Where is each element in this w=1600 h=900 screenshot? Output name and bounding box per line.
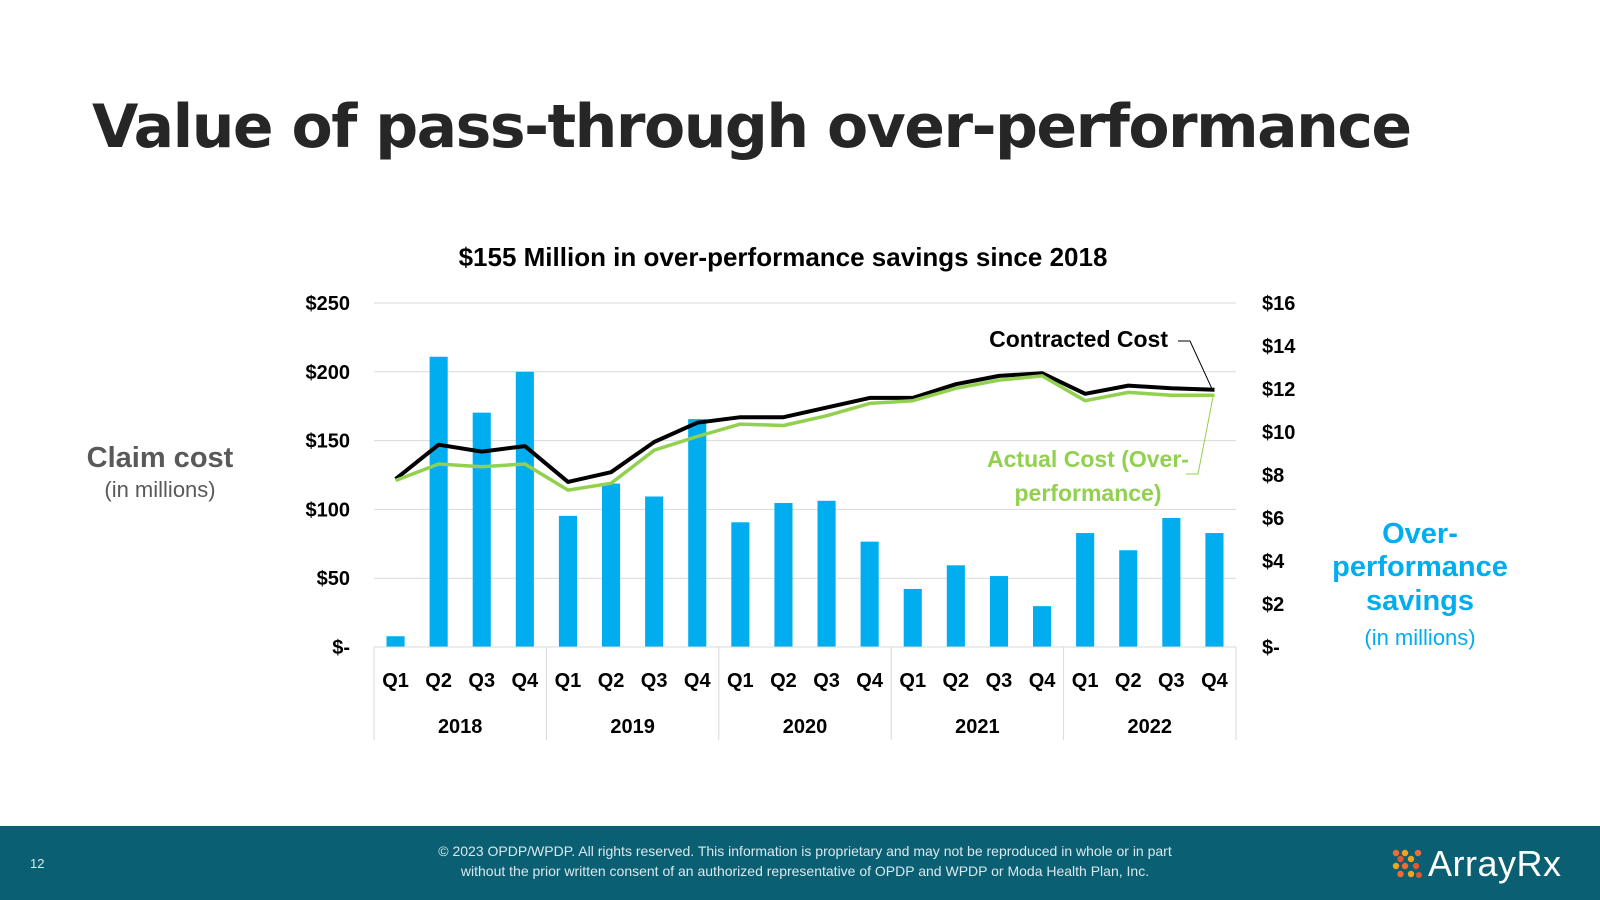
- quarter-label: Q4: [856, 670, 884, 692]
- left-tick-label: $150: [306, 431, 351, 453]
- page-number: 12: [30, 856, 45, 871]
- year-label: 2020: [783, 716, 828, 738]
- savings-bar: [601, 483, 621, 647]
- quarter-label: Q2: [425, 670, 452, 692]
- chart-title: $155 Million in over-performance savings…: [459, 242, 1108, 272]
- left-axis-label: Claim cost: [86, 442, 234, 474]
- quarter-label: Q2: [598, 670, 625, 692]
- quarter-label: Q3: [986, 670, 1013, 692]
- right-axis-title: Over- performance savings (in millions): [1300, 518, 1540, 652]
- savings-bar: [688, 419, 707, 647]
- left-tick-label: $100: [306, 499, 351, 521]
- right-tick-label: $-: [1262, 637, 1280, 659]
- savings-bar: [558, 515, 578, 647]
- savings-bar: [645, 496, 664, 647]
- right-tick-label: $16: [1262, 293, 1295, 315]
- savings-bar: [472, 412, 491, 647]
- right-axis-label-line3: savings: [1366, 584, 1474, 617]
- copyright-notice: © 2023 OPDP/WPDP. All rights reserved. T…: [330, 841, 1280, 882]
- savings-bar: [1162, 518, 1181, 647]
- savings-bar: [1119, 550, 1138, 647]
- quarter-label: Q4: [684, 670, 712, 692]
- cost-lines: [394, 371, 1215, 492]
- savings-bar: [946, 565, 965, 647]
- year-label: 2019: [610, 716, 655, 738]
- arrayrx-logo-text: ArrayRx: [1428, 843, 1562, 884]
- left-tick-label: $250: [306, 293, 351, 315]
- savings-bar: [515, 371, 534, 647]
- left-axis-sublabel: (in millions): [104, 477, 216, 503]
- right-tick-label: $2: [1262, 594, 1284, 616]
- right-tick-label: $12: [1262, 379, 1295, 401]
- savings-bar: [429, 356, 448, 647]
- right-axis-label-line1: Over-: [1382, 518, 1458, 550]
- right-tick-label: $6: [1262, 508, 1284, 530]
- arrayrx-logo-icon: [1392, 849, 1422, 878]
- arrayrx-logo: ArrayRx: [1392, 843, 1562, 884]
- quarter-label: Q3: [468, 670, 495, 692]
- quarter-label: Q3: [813, 670, 840, 692]
- right-axis-label: Over- performance savings: [1300, 518, 1540, 618]
- right-axis: $- $2 $4 $6 $8 $10 $12 $14 $16: [1262, 293, 1296, 659]
- savings-bar: [1205, 533, 1224, 647]
- savings-bar: [860, 541, 879, 647]
- year-label: 2022: [1128, 716, 1173, 738]
- copyright-line-2: without the prior written consent of an …: [460, 863, 1150, 880]
- actual-cost-line: [394, 374, 1215, 492]
- actual-cost-label-line2: performance): [1015, 480, 1162, 506]
- quarter-label: Q2: [770, 670, 797, 692]
- year-label: 2018: [438, 716, 483, 738]
- actual-cost-leader-line: [1186, 396, 1214, 475]
- x-axis: Q1 Q2 Q3 Q4 Q1 Q2 Q3 Q4 Q1 Q2 Q3 Q4 Q1 Q2 Q3 Q4 Q1 Q2 Q3 Q4…: [373, 646, 1237, 740]
- savings-bar: [774, 502, 793, 647]
- quarter-label: Q2: [1115, 670, 1142, 692]
- quarter-label: Q4: [1029, 670, 1057, 692]
- left-tick-label: $-: [332, 637, 350, 659]
- footer-bar: 12 © 2023 OPDP/WPDP. All rights reserved…: [0, 826, 1600, 900]
- left-axis-title: Claim cost (in millions): [60, 440, 260, 504]
- right-tick-label: $14: [1262, 336, 1296, 358]
- right-axis-label-line2: performance: [1332, 551, 1508, 584]
- savings-bar: [386, 636, 405, 647]
- quarter-label: Q1: [382, 670, 409, 692]
- left-axis: $- $50 $100 $150 $200 $250: [306, 293, 351, 659]
- actual-cost-label-line1: Actual Cost (Over-: [987, 446, 1189, 472]
- quarter-label: Q4: [1201, 670, 1229, 692]
- contracted-cost-line: [394, 371, 1215, 484]
- quarter-label: Q1: [727, 670, 754, 692]
- left-tick-label: $50: [317, 568, 350, 590]
- quarter-label: Q1: [1072, 670, 1099, 692]
- quarter-label: Q1: [899, 670, 926, 692]
- savings-bar: [989, 576, 1009, 647]
- quarter-label: Q2: [943, 670, 970, 692]
- quarter-label: Q3: [1158, 670, 1185, 692]
- contracted-cost-label: Contracted Cost: [989, 326, 1168, 352]
- savings-bar: [731, 522, 750, 647]
- savings-bar: [1076, 533, 1095, 647]
- right-axis-sublabel: (in millions): [1364, 625, 1476, 651]
- quarter-label: Q1: [555, 670, 582, 692]
- annotations: Contracted Cost Actual Cost (Over- perfo…: [987, 326, 1214, 506]
- copyright-line-1: © 2023 OPDP/WPDP. All rights reserved. T…: [438, 843, 1172, 859]
- savings-bar: [903, 588, 922, 647]
- quarter-label: Q4: [512, 670, 540, 692]
- year-label: 2021: [955, 716, 1000, 738]
- quarter-label: Q3: [641, 670, 668, 692]
- right-tick-label: $8: [1262, 465, 1284, 487]
- slide-title: Value of pass-through over-performance: [92, 92, 1412, 162]
- savings-bar: [1032, 606, 1052, 647]
- savings-bars: [386, 356, 1224, 647]
- savings-bar: [817, 500, 836, 647]
- contracted-cost-leader-line: [1178, 340, 1214, 392]
- left-tick-label: $200: [306, 362, 351, 384]
- right-tick-label: $4: [1262, 551, 1285, 573]
- right-tick-label: $10: [1262, 422, 1295, 444]
